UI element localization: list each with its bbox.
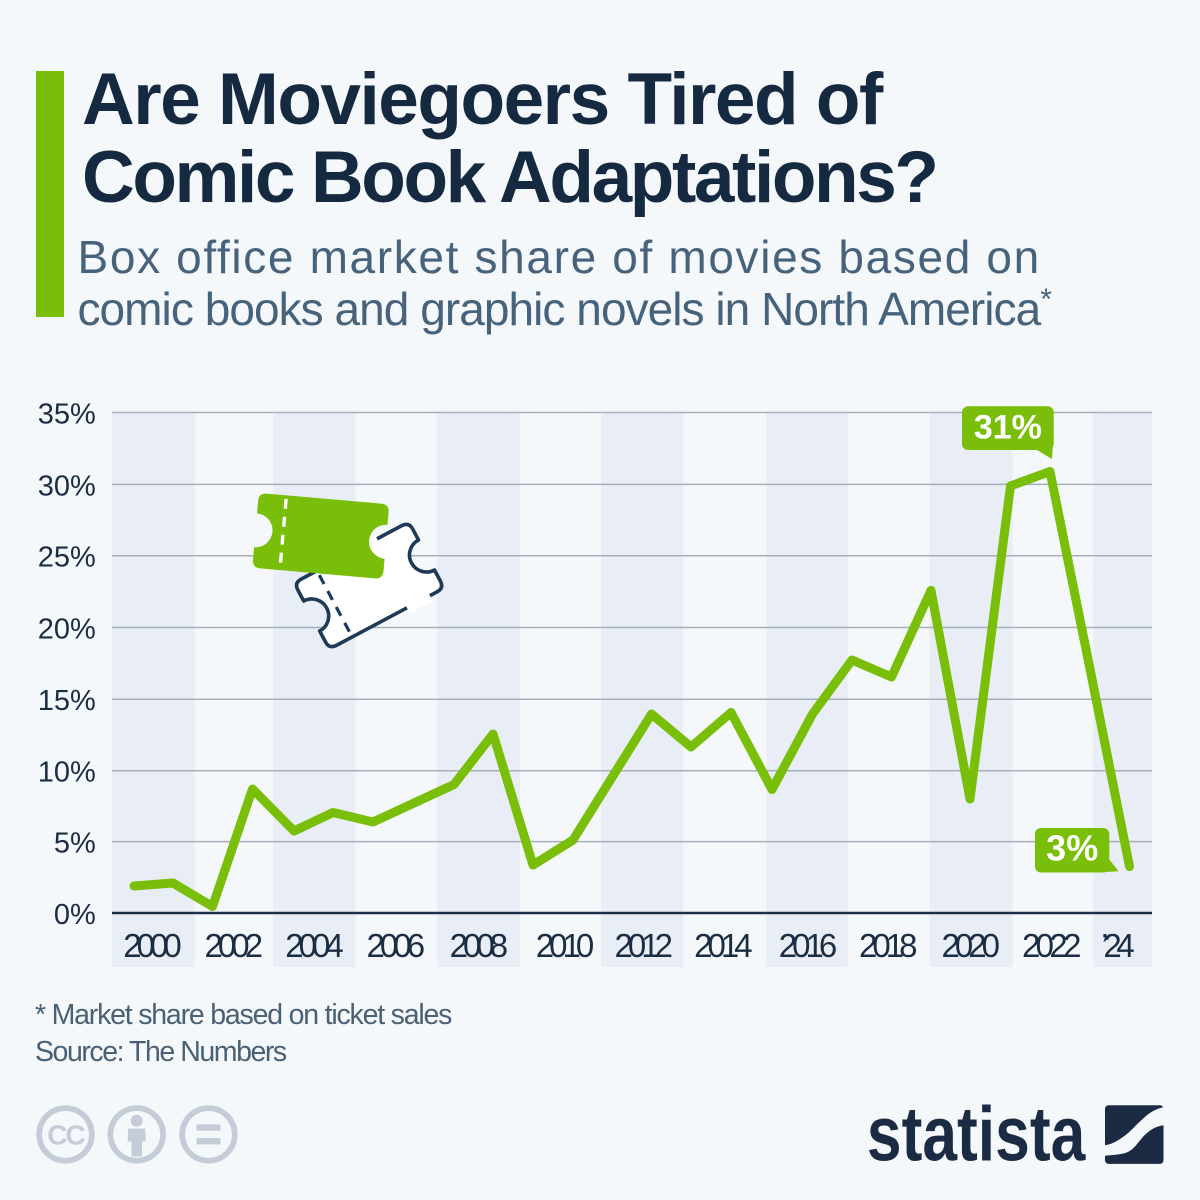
svg-text:2008: 2008: [450, 927, 509, 964]
svg-text:31%: 31%: [974, 409, 1042, 447]
svg-text:2004: 2004: [285, 927, 344, 964]
svg-text:statista: statista: [867, 1092, 1086, 1178]
svg-text:3%: 3%: [1046, 827, 1098, 868]
svg-text:15%: 15%: [38, 685, 96, 717]
svg-text:2018: 2018: [859, 927, 918, 964]
svg-text:2014: 2014: [694, 927, 753, 964]
svg-text:2010: 2010: [536, 927, 595, 964]
svg-text:2016: 2016: [779, 927, 838, 964]
svg-text:2002: 2002: [205, 927, 263, 964]
svg-text:5%: 5%: [54, 828, 96, 860]
svg-text:2020: 2020: [941, 927, 1000, 964]
svg-text:20%: 20%: [38, 613, 96, 645]
svg-text:10%: 10%: [38, 757, 96, 789]
svg-text:0%: 0%: [54, 899, 96, 931]
svg-text:25%: 25%: [38, 542, 96, 574]
svg-text:CC: CC: [47, 1120, 85, 1151]
svg-text:2006: 2006: [367, 927, 426, 964]
svg-text:35%: 35%: [38, 398, 96, 430]
svg-text:2022: 2022: [1022, 927, 1082, 964]
svg-text:2000: 2000: [123, 927, 182, 964]
svg-text:30%: 30%: [38, 470, 96, 502]
svg-text:2012: 2012: [614, 927, 673, 964]
svg-text:’24: ’24: [1101, 927, 1135, 964]
